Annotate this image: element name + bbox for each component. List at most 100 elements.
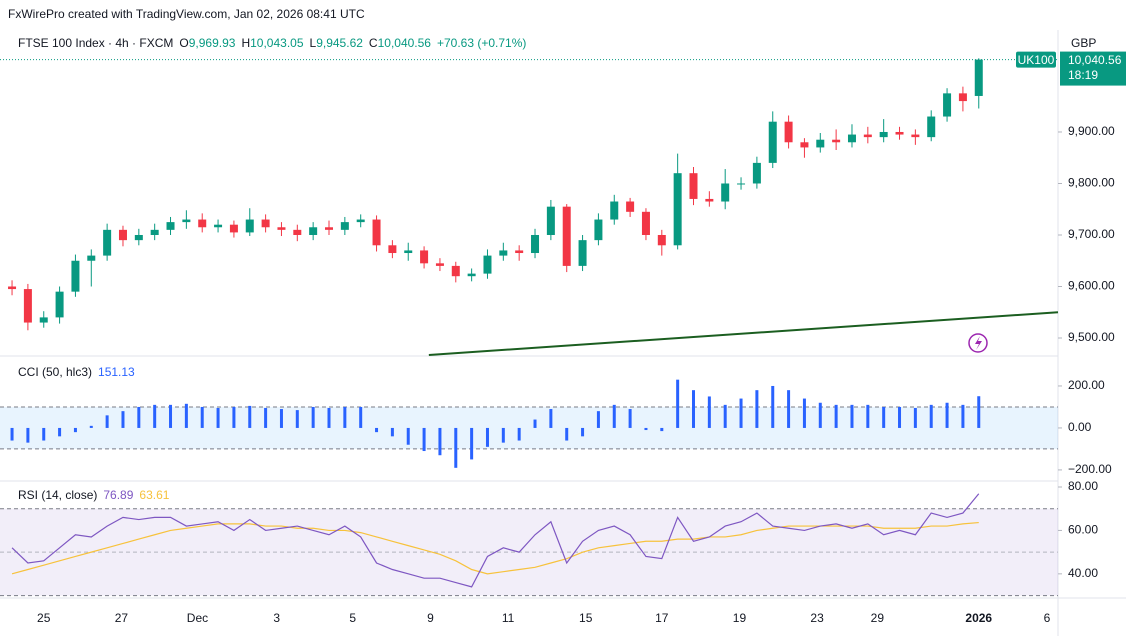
y-tick-label: 0.00 <box>1068 420 1092 434</box>
candle-body <box>546 206 555 235</box>
cci-bar <box>850 404 854 428</box>
x-tick-label: 11 <box>502 611 515 625</box>
legend-value: 76.89 <box>103 488 133 502</box>
x-tick-label: 29 <box>871 611 885 625</box>
cci-bar <box>42 427 46 441</box>
y-tick-label: 40.00 <box>1068 566 1098 580</box>
candle-body <box>673 173 682 246</box>
candle-body <box>229 224 238 233</box>
cci-bar <box>676 379 680 428</box>
cci-bar <box>517 427 521 441</box>
cci-bar <box>787 390 791 428</box>
cci-bar <box>818 402 822 428</box>
candle-body <box>752 162 761 184</box>
y-tick-label: 9,500.00 <box>1068 330 1115 344</box>
candle-body <box>372 219 381 246</box>
y-tick-label: 9,900.00 <box>1068 124 1115 138</box>
candle-body <box>404 250 413 254</box>
x-tick-label: 9 <box>427 611 434 625</box>
cci-bar <box>628 409 632 428</box>
band-fill <box>0 406 1058 449</box>
cci-bar <box>137 406 141 428</box>
candle-body <box>150 229 159 235</box>
credit: FxWirePro created with TradingView.com, … <box>8 7 365 21</box>
legend-value: 151.13 <box>98 365 135 379</box>
cci-bar <box>216 408 220 428</box>
cci-bar <box>485 427 489 447</box>
cci-bar <box>692 390 696 428</box>
alert-icon[interactable] <box>968 333 988 353</box>
candle-body <box>531 234 540 254</box>
x-tick-label: 3 <box>273 611 280 625</box>
candle-body <box>847 134 856 143</box>
cci-bar <box>73 427 77 433</box>
candle-body <box>594 219 603 241</box>
legend-key: O <box>179 36 188 50</box>
candle-body <box>863 134 872 138</box>
y-tick-label: 9,600.00 <box>1068 279 1115 293</box>
price-tag <box>1060 51 1126 86</box>
candle-body <box>499 250 508 256</box>
candle-body <box>467 273 476 277</box>
candle-body <box>958 93 967 102</box>
cci-bar <box>644 427 648 431</box>
legend-change: +70.63 (+0.71%) <box>437 36 526 50</box>
cci-bar <box>834 404 838 428</box>
candle-body <box>911 134 920 138</box>
candle-body <box>87 255 96 261</box>
y-tick-label: 60.00 <box>1068 523 1098 537</box>
cci-bar <box>105 415 109 428</box>
candle-body <box>325 227 334 230</box>
cci-bar <box>533 419 537 428</box>
cci-bar <box>454 427 458 468</box>
cci-bar <box>279 409 283 428</box>
y-tick-label: 200.00 <box>1068 378 1105 392</box>
rsi-line <box>11 521 979 575</box>
cci-bar <box>565 427 569 441</box>
cci-bar <box>596 411 600 428</box>
cci-bar <box>422 427 426 452</box>
cci-bar <box>707 396 711 428</box>
price-tag-value: 10,040.56 <box>1068 53 1122 67</box>
candle-body <box>451 265 460 277</box>
legend: FTSE 100 Index · 4h · FXCM O9,969.93 H10,0… <box>18 36 526 50</box>
x-tick-label: 23 <box>810 611 824 625</box>
cci-bar <box>612 404 616 428</box>
x-tick-label: 2026 <box>965 611 992 625</box>
candle-body <box>610 201 619 220</box>
symbol-tag-label: UK100 <box>1018 53 1055 67</box>
cci-bar <box>343 406 347 428</box>
candle-body <box>768 121 777 163</box>
candle-body <box>166 222 175 230</box>
symbol-tag <box>1016 51 1056 68</box>
cci-bar <box>549 409 553 428</box>
candle-body <box>974 59 983 96</box>
y-tick-label: 9,800.00 <box>1068 176 1115 190</box>
candle-body <box>420 250 429 264</box>
cci-bar <box>660 427 664 432</box>
candle-body <box>293 229 302 235</box>
cci-bar <box>438 427 442 456</box>
candle-body <box>198 219 207 228</box>
candle-body <box>118 229 127 241</box>
candle-body <box>309 227 318 235</box>
cci-bar <box>153 404 157 428</box>
candle-body <box>626 201 635 212</box>
candle-body <box>721 183 730 202</box>
candle-body <box>816 139 825 148</box>
cci-bar <box>26 427 30 443</box>
cci-bar <box>327 408 331 428</box>
cci-bar <box>802 398 806 428</box>
candle-body <box>641 211 650 235</box>
cci-bar <box>898 406 902 428</box>
cci-bar <box>200 406 204 428</box>
trendline <box>428 311 1059 356</box>
rsi-line <box>11 493 980 588</box>
candle-body <box>705 198 714 202</box>
candle-body <box>800 142 809 148</box>
cci-bar <box>961 404 965 428</box>
cci-bar <box>58 427 62 437</box>
